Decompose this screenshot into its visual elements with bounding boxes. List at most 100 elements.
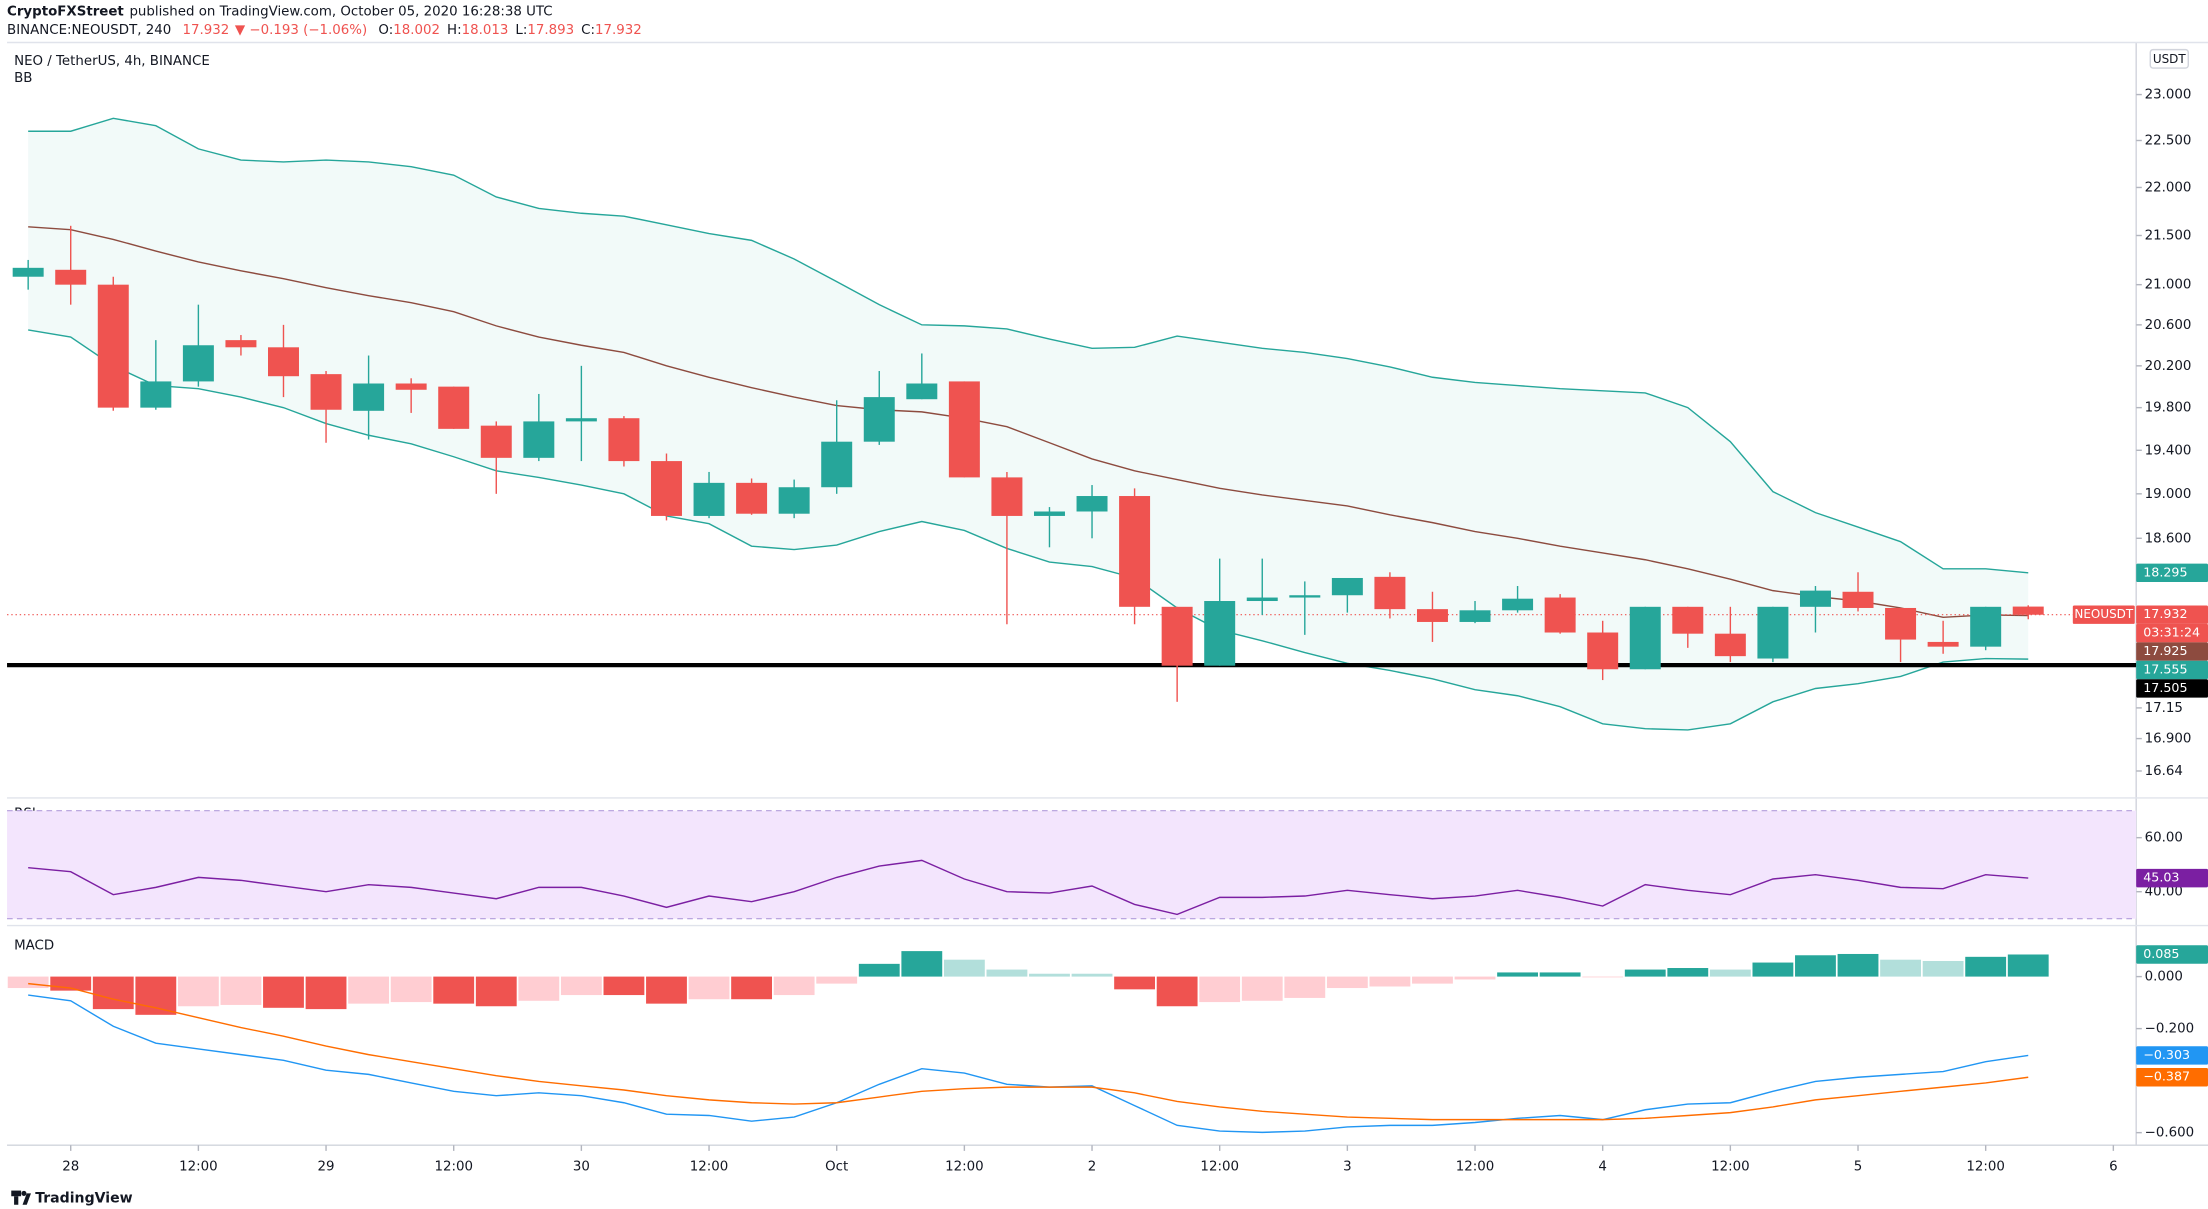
- y-tick-label: 19.400: [2145, 443, 2192, 458]
- candle-body: [1076, 496, 1108, 512]
- candle-body: [736, 482, 768, 514]
- price-badge: [2136, 679, 2208, 698]
- candle-body: [55, 269, 87, 285]
- ohlc-value: 17.932: [595, 23, 642, 38]
- candle-body: [1289, 595, 1321, 598]
- x-tick-label: 6: [2109, 1159, 2118, 1174]
- pane-title: NEO / TetherUS, 4h, BINANCE: [14, 54, 210, 69]
- candle-body: [1119, 496, 1151, 607]
- candle-body: [225, 340, 257, 348]
- price-badge-label: 03:31:24: [2143, 625, 2200, 640]
- y-tick-label: 22.500: [2145, 133, 2192, 148]
- x-tick-label: 12:00: [179, 1159, 218, 1174]
- macd-histogram-bar: [263, 976, 304, 1008]
- macd-histogram-bar: [1582, 976, 1624, 978]
- macd-histogram-bar: [518, 976, 560, 1001]
- indicator-label: BB: [14, 71, 32, 86]
- ohlc-label: C:: [581, 23, 595, 38]
- macd-histogram-bar: [305, 976, 347, 1010]
- macd-histogram-bar: [390, 976, 432, 1003]
- candle-body: [1714, 633, 1746, 657]
- macd-label: MACD: [14, 938, 54, 953]
- candle-body: [650, 461, 682, 516]
- x-tick-label: 12:00: [690, 1159, 729, 1174]
- macd-histogram-bar: [1709, 969, 1751, 977]
- ohlc-label: L:: [515, 23, 527, 38]
- ohlc-value: 18.002: [393, 23, 440, 38]
- macd-histogram-bar: [688, 976, 730, 1000]
- candle-body: [948, 381, 980, 478]
- candle-body: [1161, 606, 1193, 666]
- macd-histogram-bar: [1029, 973, 1070, 977]
- candle-body: [608, 418, 640, 462]
- macd-histogram-bar: [177, 976, 219, 1007]
- macd-histogram-bar: [1412, 976, 1453, 984]
- price-badge-label: −0.303: [2143, 1047, 2190, 1062]
- candle-body: [182, 345, 214, 382]
- bb-fill: [28, 118, 2029, 730]
- macd-histogram-bar: [475, 976, 517, 1007]
- macd-histogram-bar: [433, 976, 475, 1004]
- x-tick-label: 12:00: [1456, 1159, 1495, 1174]
- macd-histogram-bar: [1156, 976, 1198, 1007]
- candle-body: [863, 397, 895, 442]
- y-tick-label: 0.000: [2145, 970, 2183, 985]
- macd-histogram-bar: [1326, 976, 1368, 989]
- bb-basis: [28, 226, 2029, 618]
- x-tick-label: 12:00: [1200, 1159, 1239, 1174]
- macd-histogram-bar: [1241, 976, 1283, 1001]
- candle-body: [1927, 641, 1959, 647]
- price-badge: [2136, 945, 2208, 964]
- candle-body: [565, 418, 597, 422]
- price-badge-label: −0.387: [2143, 1069, 2190, 1084]
- currency-label[interactable]: USDT: [2153, 52, 2187, 66]
- currency-box[interactable]: [2149, 48, 2189, 69]
- price-badge: [2136, 1046, 2208, 1065]
- candle-body: [395, 383, 427, 390]
- y-tick-label: 40.00: [2145, 885, 2183, 900]
- macd-histogram-bar: [2007, 954, 2049, 977]
- price-badge: [2136, 605, 2208, 624]
- signal-line: [28, 982, 2029, 1121]
- y-tick-label: 19.800: [2145, 401, 2192, 416]
- ohlc-value: 18.013: [462, 23, 509, 38]
- price-badge: [2136, 623, 2208, 643]
- x-tick-label: 5: [1854, 1159, 1863, 1174]
- macd-histogram-bar: [1880, 959, 1921, 977]
- macd-histogram-bar: [1497, 972, 1538, 977]
- candle-body: [1416, 609, 1448, 622]
- macd-histogram-bar: [986, 969, 1028, 977]
- candle-body: [1885, 607, 1917, 640]
- price-badge-label: 17.505: [2143, 680, 2187, 695]
- price-badge-label: 17.925: [2143, 643, 2187, 658]
- candle-body: [353, 383, 385, 411]
- price-badge-label: 17.555: [2143, 661, 2187, 676]
- macd-histogram-bar: [1199, 976, 1241, 1003]
- macd-histogram-bar: [943, 959, 985, 977]
- candle-body: [1459, 610, 1491, 622]
- price-badge: [2136, 660, 2208, 680]
- macd-histogram-bar: [220, 976, 262, 1005]
- candle-body: [1204, 601, 1236, 666]
- macd-histogram-bar: [858, 963, 900, 977]
- symbol-tag-label: NEOUSDT: [2074, 607, 2133, 621]
- price-badge: [2136, 868, 2208, 888]
- candle-body: [2012, 606, 2044, 615]
- price-badge: [2136, 1068, 2208, 1087]
- macd-histogram-bar: [731, 976, 773, 1000]
- y-tick-label: 17.15: [2145, 701, 2183, 716]
- change: −0.193 (−1.06%): [249, 23, 367, 38]
- price-badge-label: 17.932: [2143, 606, 2187, 621]
- y-tick-label: 16.900: [2145, 732, 2192, 747]
- x-tick-label: Oct: [825, 1159, 848, 1174]
- bb-lower: [28, 329, 2029, 731]
- ohlc-value: 17.893: [527, 23, 574, 38]
- ohlc-label: O:: [378, 23, 393, 38]
- x-tick-label: 3: [1343, 1159, 1352, 1174]
- macd-histogram-bar: [1071, 973, 1113, 977]
- candle-body: [778, 487, 810, 514]
- macd-histogram-bar: [773, 976, 815, 996]
